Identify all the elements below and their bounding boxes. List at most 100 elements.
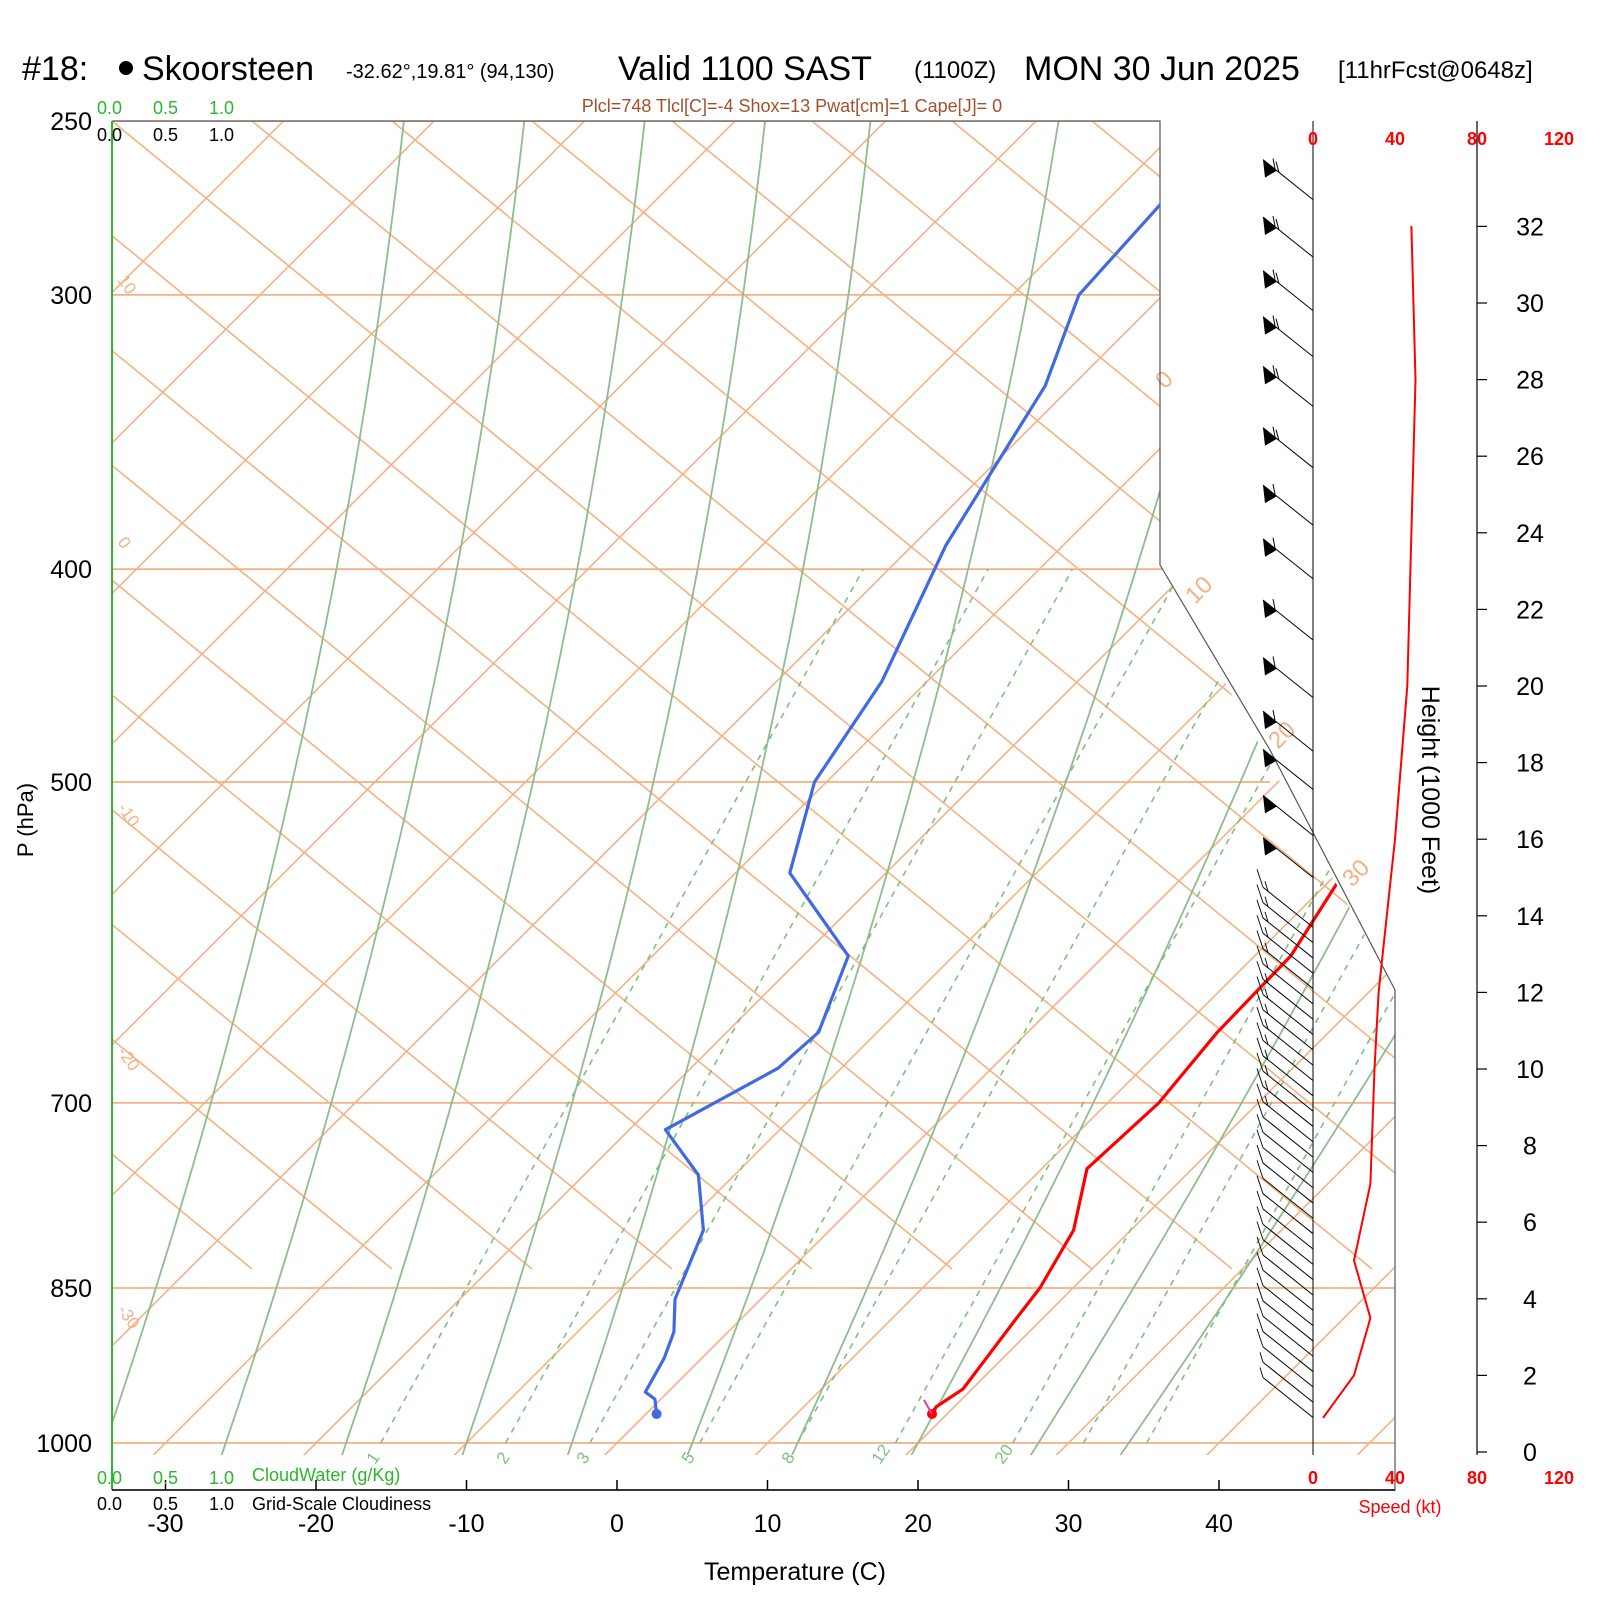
wind-barb-staff [1262, 978, 1314, 1020]
wind-barb [1262, 315, 1314, 358]
wind-barb-flag [1256, 1022, 1264, 1041]
wind-barb-flag [1256, 1114, 1264, 1133]
isotherm-label: -20 [114, 1043, 144, 1074]
cloudwater-top-tick-2: 1.0 [209, 98, 234, 118]
wind-barb [1256, 1037, 1314, 1097]
pressure-tick-label: 250 [50, 108, 92, 136]
wind-barb-half [1264, 896, 1269, 907]
wind-barb-staff [1262, 1009, 1314, 1051]
wind-barb [1262, 598, 1314, 641]
cloudwater-axis-label: CloudWater (g/Kg) [252, 1465, 400, 1485]
isotherm-line [117, 121, 1395, 1455]
wind-barb-flag [1256, 1052, 1264, 1072]
adiabat-line [251, 121, 1395, 1270]
wind-barb [1256, 1144, 1314, 1204]
wind-barb [1256, 1282, 1314, 1342]
isotherm-line [870, 121, 1395, 1455]
wind-barb-half [1272, 710, 1276, 721]
wind-barb [1256, 1068, 1314, 1127]
x-axis-title: Temperature (C) [704, 1558, 886, 1586]
speed-top-tick-3: 120 [1544, 129, 1574, 149]
wind-barb-flag [1256, 1129, 1264, 1148]
wind-barb [1256, 1252, 1314, 1311]
cloudiness-bottom-tick-1: 0.5 [153, 1494, 178, 1514]
wind-barb [1256, 1221, 1314, 1281]
isotherm-line [112, 121, 1099, 1455]
plot-frame [111, 120, 1396, 1491]
wind-barb-half [1264, 942, 1269, 953]
wind-barb-staff [1262, 1285, 1314, 1327]
mixing-ratio-label: 2 [493, 1449, 514, 1468]
wind-barb-flag [1256, 1236, 1264, 1256]
isotherm-line [112, 121, 1395, 1455]
wind-barb-half [1272, 656, 1276, 667]
wind-barb [1262, 484, 1314, 526]
adiabat-line [112, 121, 673, 1270]
wind-barb-half [1264, 988, 1269, 999]
height-tick-label: 16 [1516, 826, 1544, 854]
isotherm-line [112, 121, 798, 1455]
wind-barb-half [1275, 218, 1280, 231]
cloudiness-top-tick-2: 1.0 [209, 125, 234, 145]
wind-barb [1262, 365, 1314, 407]
wind-barb [1262, 158, 1314, 200]
height-tick-label: 8 [1523, 1133, 1537, 1161]
dewpoint-line-point [777, 1067, 779, 1069]
temperature-line-point [985, 1357, 987, 1360]
wind-barb-staff [1262, 1116, 1314, 1158]
dewpoint-line-point [945, 544, 947, 546]
dewpoint-line-point [663, 1357, 665, 1360]
wind-barb [1256, 1175, 1314, 1235]
wind-barb-staff [1262, 1315, 1314, 1357]
wind-barb-staff [1262, 1024, 1314, 1066]
height-tick-label: 22 [1516, 596, 1544, 624]
speed-top-tick-1: 40 [1385, 129, 1405, 149]
isotherm-label: 10 [1180, 571, 1218, 609]
adiabat-line [811, 121, 1395, 1270]
isotherm-label: 10 [114, 271, 140, 297]
wind-speed-point [1369, 1183, 1372, 1185]
wind-speed-point [1353, 1259, 1355, 1262]
adiabat-line [112, 121, 1373, 1270]
speed-bottom-tick-1: 40 [1385, 1468, 1405, 1488]
isotherm-label: 0 [114, 533, 135, 552]
wind-barb [1256, 1236, 1314, 1296]
dewpoint-line-point [674, 1298, 676, 1300]
height-tick-label: 14 [1516, 903, 1544, 931]
wind-barb-half [1275, 272, 1280, 284]
wind-barb-half [1272, 365, 1276, 376]
height-tick-label: 4 [1523, 1286, 1537, 1314]
wind-barb-flag [1256, 1252, 1264, 1271]
wind-barb-flag [1256, 1144, 1264, 1164]
wind-barb-staff [1262, 1086, 1314, 1127]
temperature-line-point [1216, 1031, 1219, 1033]
temperature-line-point [1072, 1229, 1075, 1232]
wind-speed-point [1394, 838, 1396, 840]
adiabat-line [391, 121, 1395, 1270]
wind-barb [1256, 1129, 1314, 1189]
adiabat-line [112, 121, 533, 1270]
parcel-trace [923, 1399, 933, 1415]
wind-barb-flag [1256, 1175, 1264, 1194]
isotherm-label: -10 [114, 799, 144, 830]
temperature-line-point [1479, 568, 1481, 570]
y-axis-title: P (hPa) [13, 783, 38, 857]
height-tick-label: 6 [1523, 1209, 1537, 1237]
wind-barb-pennant [1263, 837, 1277, 856]
cloudwater-bottom-tick-1: 0.5 [153, 1468, 178, 1488]
wind-barb-pennant [1263, 600, 1277, 619]
wind-barb [1256, 1160, 1314, 1219]
height-tick-label: 20 [1516, 673, 1544, 701]
height-tick-label: 18 [1516, 750, 1544, 778]
isotherm-line [112, 121, 497, 1455]
mixing-ratio-label: 12 [868, 1441, 894, 1467]
wind-barb-half [1264, 957, 1269, 969]
wind-barb-flag [1256, 1037, 1264, 1056]
wind-barb-flag [1256, 1190, 1264, 1210]
wind-barb-half [1275, 161, 1280, 173]
temperature-line-point [1382, 781, 1385, 783]
wind-speed-point [1353, 1374, 1355, 1377]
isotherm-line [268, 121, 1395, 1455]
cloudiness-axis-label: Grid-Scale Cloudiness [252, 1494, 431, 1514]
wind-barb-staff [1262, 1070, 1314, 1112]
